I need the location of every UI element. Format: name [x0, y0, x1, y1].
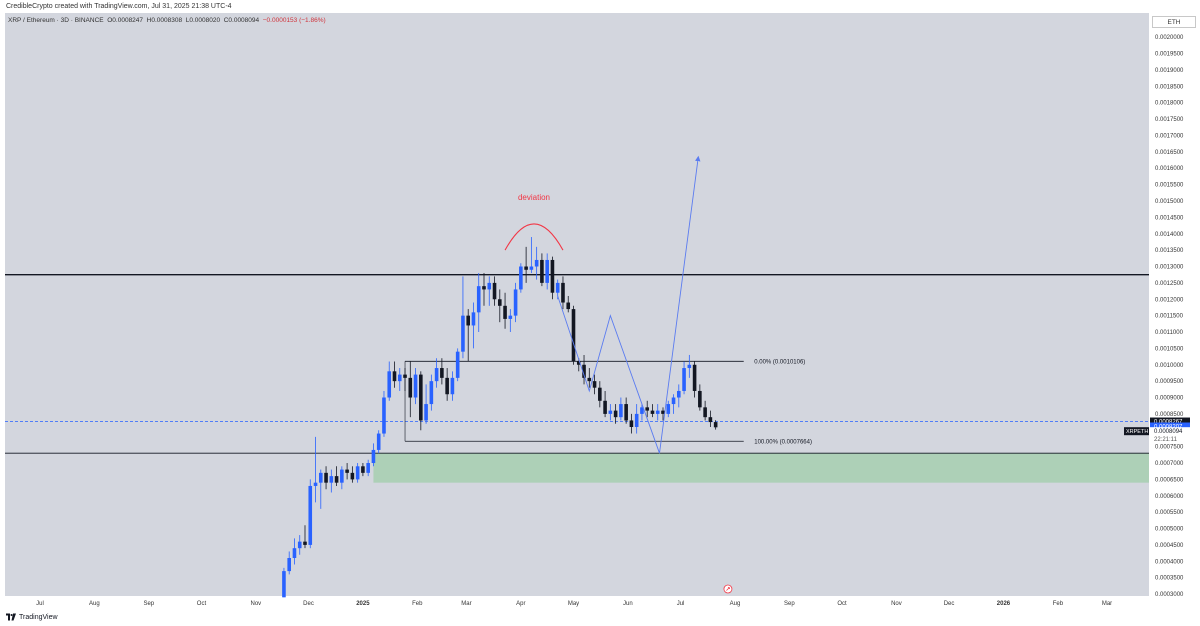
currency-button[interactable]: ETH	[1152, 16, 1196, 28]
tradingview-footer: TradingView	[6, 613, 58, 621]
high-label: H	[146, 17, 152, 24]
open-label: O	[107, 17, 113, 24]
symbol-legend: XRP / Ethereum · 3D · BINANCE O0.0008247…	[8, 17, 326, 24]
low-label: L	[185, 17, 190, 24]
price-scale[interactable]	[1149, 13, 1200, 596]
high-value: 0.0008308	[151, 17, 183, 24]
low-value: 0.0008020	[189, 17, 221, 24]
chart-pane[interactable]	[5, 13, 1149, 596]
symbol-name: XRP / Ethereum · 3D · BINANCE	[8, 17, 104, 24]
close-value: 0.0008094	[228, 17, 260, 24]
tradingview-logo-icon	[6, 613, 16, 621]
footer-brand: TradingView	[19, 613, 58, 621]
attribution-text: CredibleCrypto created with TradingView.…	[6, 3, 232, 10]
change-value: −0.0000153 (−1.86%)	[262, 17, 326, 24]
close-label: C	[223, 17, 229, 24]
open-value: 0.0008247	[112, 17, 144, 24]
time-scale[interactable]	[5, 596, 1149, 610]
